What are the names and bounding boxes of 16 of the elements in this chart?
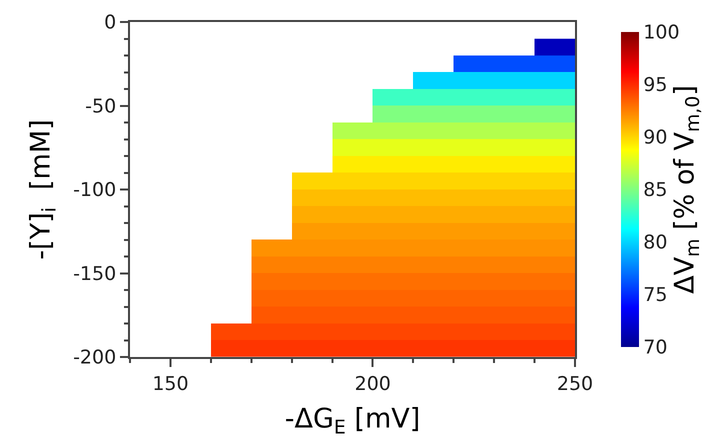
y-tick-label: -50 (85, 95, 116, 118)
x-tick-label: 200 (354, 372, 391, 395)
color-bar-label: 75 (643, 284, 668, 306)
color-bar-label: 80 (643, 232, 668, 254)
color-bar-label: 90 (643, 126, 668, 149)
y-tick-label: -100 (73, 179, 116, 202)
y-tick-label: -150 (73, 262, 116, 285)
y-tick-label: 0 (104, 12, 116, 34)
x-axis-title: -ΔG$_{E}$ [mV] (284, 404, 420, 438)
color-bar-label: 100 (643, 22, 680, 44)
y-tick-label: -200 (73, 346, 116, 369)
x-tick-label: 150 (152, 372, 189, 395)
color-bar-label: 95 (643, 74, 668, 96)
color-bar-label: 70 (643, 336, 668, 359)
x-tick-label: 250 (556, 372, 594, 395)
color-bar-label: 85 (643, 179, 668, 202)
